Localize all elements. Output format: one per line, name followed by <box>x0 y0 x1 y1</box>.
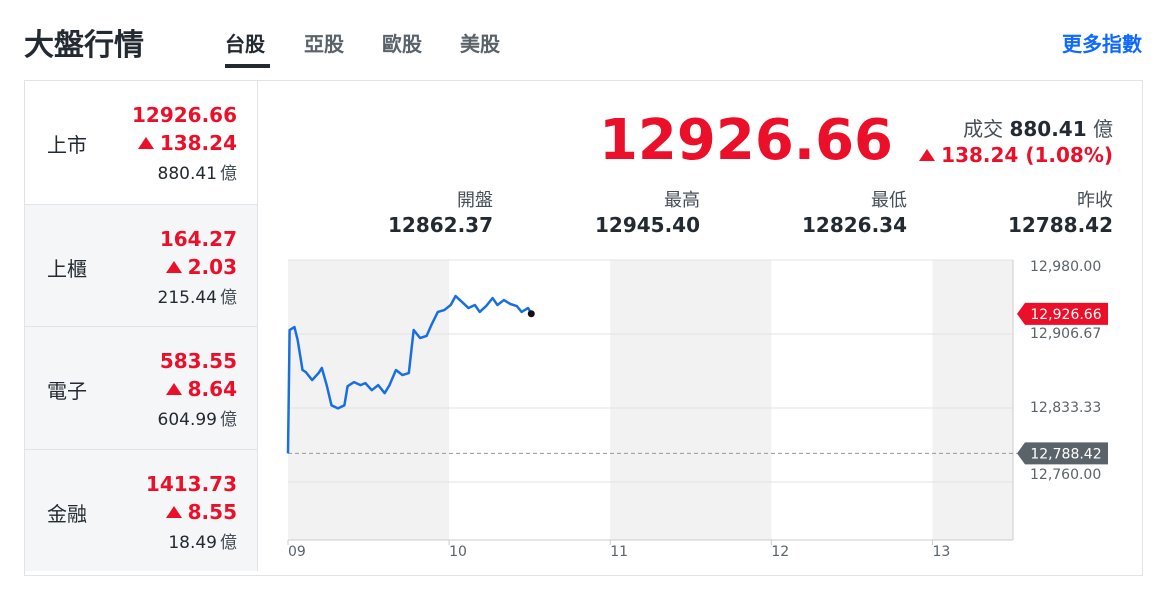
x-tick-label: 11 <box>610 544 628 560</box>
row-change: 2.03 <box>165 254 237 279</box>
x-tick-label: 12 <box>771 544 789 560</box>
y-tick-label: 12,980.00 <box>1030 259 1101 275</box>
row-unit: 億 <box>220 410 237 430</box>
up-arrow <box>165 505 182 518</box>
x-tick-label: 09 <box>288 544 306 560</box>
row-volume-value: 215.44 <box>157 287 217 308</box>
row-name: 上櫃 <box>47 256 87 281</box>
panel <box>24 80 1143 576</box>
stat-label: 昨收 <box>1077 190 1113 211</box>
sidebar-row[interactable]: 上櫃 164.27 2.03 215.44 億 <box>25 203 258 326</box>
last-point <box>527 310 535 318</box>
row-unit: 億 <box>220 287 237 308</box>
prev-close-tag: 12,788.42 <box>1030 446 1101 462</box>
tab[interactable]: 歐股 <box>382 32 422 56</box>
sidebar-row[interactable]: 上市 12926.66 138.24 880.41 億 <box>25 81 258 204</box>
volume: 880.41 <box>1009 117 1087 141</box>
up-arrow <box>165 260 182 273</box>
stat-label: 最高 <box>664 190 700 211</box>
tab[interactable]: 台股 <box>225 32 265 56</box>
up-arrow <box>165 383 182 395</box>
last-price-tag: 12,926.66 <box>1030 307 1101 323</box>
row-price: 583.55 <box>159 349 237 373</box>
row-volume: 215.44 億 <box>158 283 237 308</box>
row-change: 138.24 <box>137 131 237 155</box>
more-link[interactable]: 更多指數 <box>1062 32 1142 56</box>
x-tick-label: 10 <box>449 544 467 560</box>
row-price: 1413.73 <box>145 471 237 496</box>
page-title: 大盤行情 <box>24 28 144 63</box>
row-volume: 604.99 億 <box>158 405 237 430</box>
row-price: 164.27 <box>159 226 237 251</box>
row-volume-value: 880.41 <box>157 164 217 184</box>
unit: 億 <box>1093 117 1113 141</box>
prev-close-tag-bg <box>1017 442 1108 465</box>
price-line <box>286 294 533 454</box>
session-band <box>932 260 1013 540</box>
session-band <box>288 260 450 540</box>
up-arrow <box>919 149 936 161</box>
row-unit: 億 <box>220 532 237 553</box>
y-tick-label: 12,906.67 <box>1030 326 1101 342</box>
big-price: 12926.66 <box>598 108 893 173</box>
sidebar-row[interactable]: 金融 1413.73 8.55 18.49 億 <box>25 448 258 571</box>
change-pct: (1.08%) <box>1025 143 1113 167</box>
tab[interactable]: 美股 <box>460 32 500 56</box>
y-tick-label: 12,833.33 <box>1030 400 1101 416</box>
stat-value: 12862.37 <box>387 213 493 237</box>
stat-label: 開盤 <box>457 190 493 211</box>
row-name: 電子 <box>47 379 87 403</box>
row-volume: 18.49 億 <box>168 528 237 553</box>
x-tick-label: 13 <box>932 544 950 560</box>
row-change-value: 8.64 <box>187 377 237 401</box>
row-change-value: 138.24 <box>159 131 237 155</box>
y-tick-label: 12,760.00 <box>1030 467 1101 483</box>
tab-underline <box>225 64 270 68</box>
tab[interactable]: 亞股 <box>304 32 344 56</box>
row-volume-value: 604.99 <box>157 410 217 430</box>
row-name: 金融 <box>47 501 87 526</box>
volume-label: 成交 <box>963 117 1004 141</box>
volume-line: 成交 880.41 億 <box>963 113 1113 142</box>
stat-value: 12788.42 <box>1007 213 1113 237</box>
row-change: 8.55 <box>165 499 237 524</box>
change: 138.24 <box>941 143 1019 167</box>
stat-value: 12945.40 <box>594 213 700 237</box>
sidebar-row[interactable]: 電子 583.55 8.64 604.99 億 <box>25 326 258 449</box>
session-band <box>610 260 772 540</box>
row-change-value: 2.03 <box>187 254 237 279</box>
change-line: 138.24 (1.08%) <box>919 143 1113 167</box>
row-volume: 880.41 億 <box>158 159 237 184</box>
row-change-value: 8.55 <box>187 499 237 524</box>
stat-label: 最低 <box>871 190 907 211</box>
stat-value: 12826.34 <box>801 213 907 237</box>
last-price-tag-bg <box>1017 302 1108 325</box>
row-name: 上市 <box>47 133 87 157</box>
row-volume-value: 18.49 <box>168 532 217 553</box>
row-price: 12926.66 <box>131 103 237 127</box>
row-change: 8.64 <box>165 377 237 401</box>
row-unit: 億 <box>220 164 237 184</box>
up-arrow <box>137 137 154 149</box>
